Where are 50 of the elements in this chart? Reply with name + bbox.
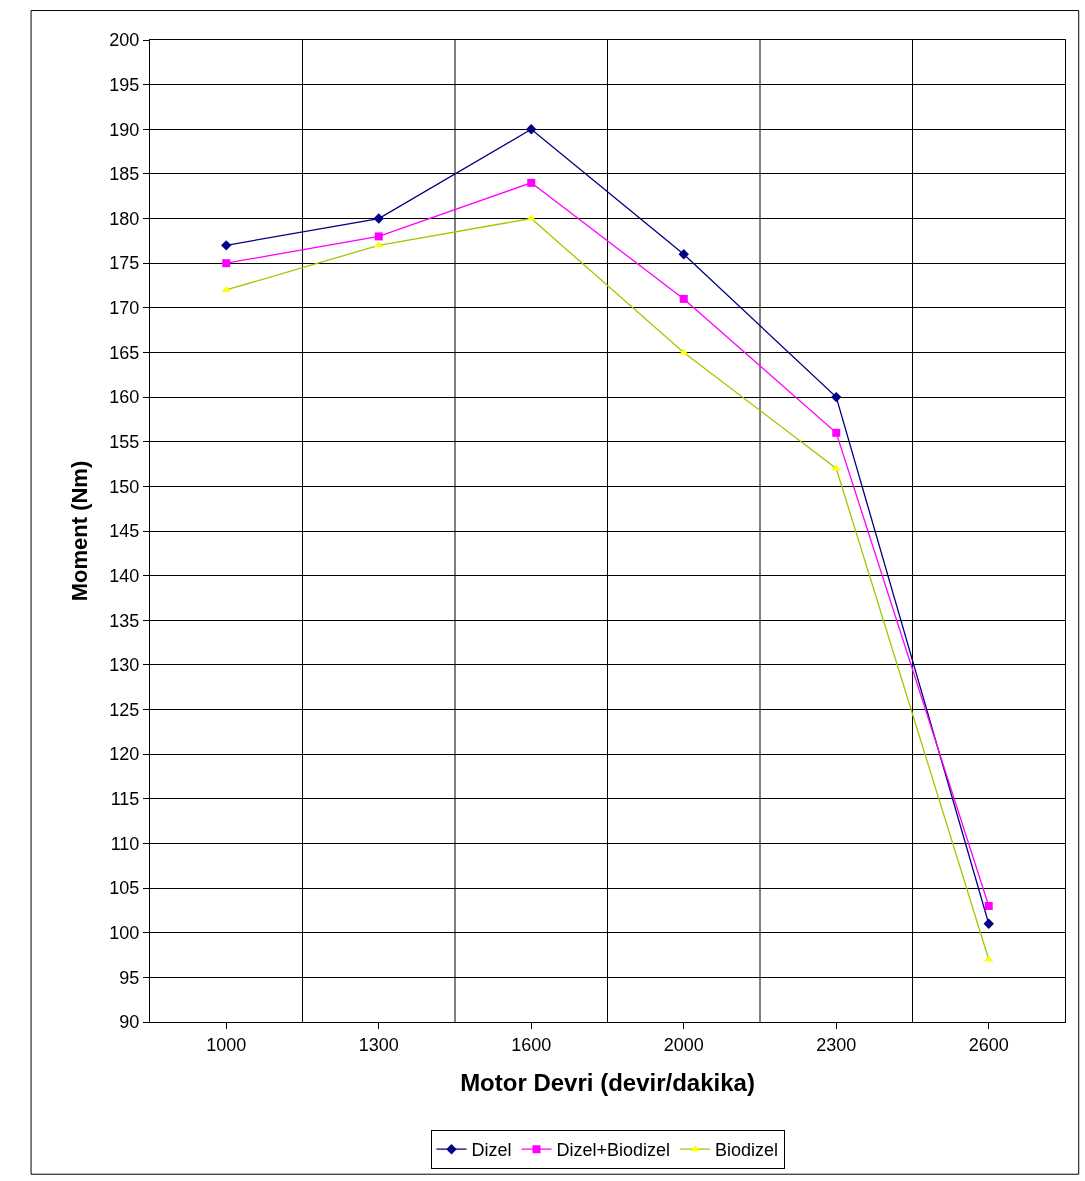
legend-label: Dizel+Biodizel	[556, 1140, 671, 1161]
y-tick-label: 175	[109, 253, 140, 274]
y-tick-label: 155	[109, 432, 140, 453]
x-tick-label: 1600	[511, 1034, 552, 1055]
y-tick-label: 90	[119, 1012, 140, 1033]
y-tick-label: 165	[109, 342, 140, 363]
point	[984, 901, 993, 910]
x-tick-label: 2300	[816, 1034, 857, 1055]
y-tick-label: 195	[109, 74, 140, 95]
x-tick-label: 2600	[968, 1034, 1009, 1055]
y-tick-label: 115	[110, 789, 140, 810]
y-tick-label: 130	[109, 655, 140, 676]
point	[832, 428, 841, 437]
point	[222, 259, 231, 268]
y-tick-label: 145	[109, 521, 140, 542]
y-tick-label: 185	[109, 164, 140, 185]
point	[373, 213, 384, 224]
y-tick-label: 135	[109, 610, 140, 631]
point	[221, 240, 232, 251]
legend-label: Biodizel	[715, 1140, 779, 1161]
point	[831, 464, 841, 471]
y-axis-title: Moment (Nm)	[67, 460, 93, 602]
x-tick-label: 2000	[663, 1034, 704, 1055]
point	[526, 124, 537, 135]
y-tick-label: 120	[109, 744, 140, 765]
x-tick-label: 1000	[206, 1034, 247, 1055]
x-tick-label: 1300	[358, 1034, 399, 1055]
point	[374, 232, 383, 241]
y-tick-label: 190	[109, 119, 140, 140]
point	[831, 391, 842, 403]
point	[527, 178, 536, 187]
point	[678, 249, 689, 260]
y-tick-label: 160	[109, 387, 140, 408]
x-axis-title: Motor Devri (devir/dakika)	[460, 1068, 755, 1096]
point	[984, 955, 994, 962]
y-tick-label: 110	[110, 833, 140, 854]
y-tick-label: 140	[109, 565, 140, 586]
y-tick-label: 170	[109, 298, 140, 319]
y-tick-label: 180	[109, 208, 140, 229]
y-tick-label: 105	[109, 878, 140, 899]
y-tick-label: 125	[109, 699, 140, 720]
y-tick-label: 200	[109, 30, 140, 51]
y-tick-label: 95	[119, 967, 140, 988]
point	[679, 294, 688, 303]
legend-label: Dizel	[471, 1140, 512, 1161]
point	[221, 285, 231, 292]
point	[526, 214, 536, 221]
point	[983, 918, 994, 929]
y-tick-label: 100	[109, 923, 140, 944]
y-tick-label: 150	[109, 476, 140, 497]
